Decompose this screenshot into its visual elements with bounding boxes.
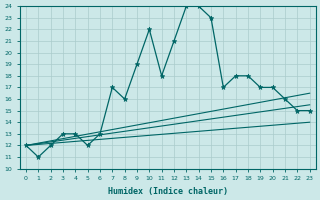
X-axis label: Humidex (Indice chaleur): Humidex (Indice chaleur)	[108, 187, 228, 196]
